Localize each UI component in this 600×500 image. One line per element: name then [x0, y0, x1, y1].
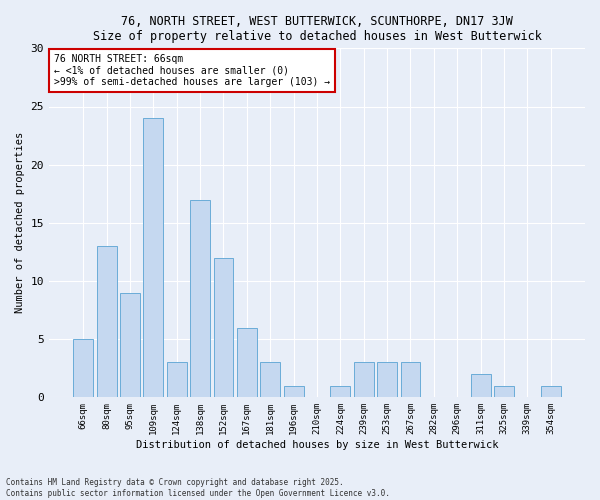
Bar: [97, 246, 116, 398]
Bar: [494, 386, 514, 398]
Y-axis label: Number of detached properties: Number of detached properties: [15, 132, 25, 314]
Bar: [73, 339, 93, 398]
Bar: [237, 328, 257, 398]
Bar: [143, 118, 163, 398]
Bar: [541, 386, 560, 398]
Bar: [331, 386, 350, 398]
Text: Contains HM Land Registry data © Crown copyright and database right 2025.
Contai: Contains HM Land Registry data © Crown c…: [6, 478, 390, 498]
Bar: [377, 362, 397, 398]
Bar: [190, 200, 210, 398]
X-axis label: Distribution of detached houses by size in West Butterwick: Distribution of detached houses by size …: [136, 440, 498, 450]
Bar: [214, 258, 233, 398]
Bar: [284, 386, 304, 398]
Title: 76, NORTH STREET, WEST BUTTERWICK, SCUNTHORPE, DN17 3JW
Size of property relativ: 76, NORTH STREET, WEST BUTTERWICK, SCUNT…: [92, 15, 541, 43]
Bar: [120, 292, 140, 398]
Bar: [470, 374, 491, 398]
Bar: [167, 362, 187, 398]
Bar: [401, 362, 421, 398]
Bar: [260, 362, 280, 398]
Bar: [354, 362, 374, 398]
Text: 76 NORTH STREET: 66sqm
← <1% of detached houses are smaller (0)
>99% of semi-det: 76 NORTH STREET: 66sqm ← <1% of detached…: [54, 54, 331, 87]
